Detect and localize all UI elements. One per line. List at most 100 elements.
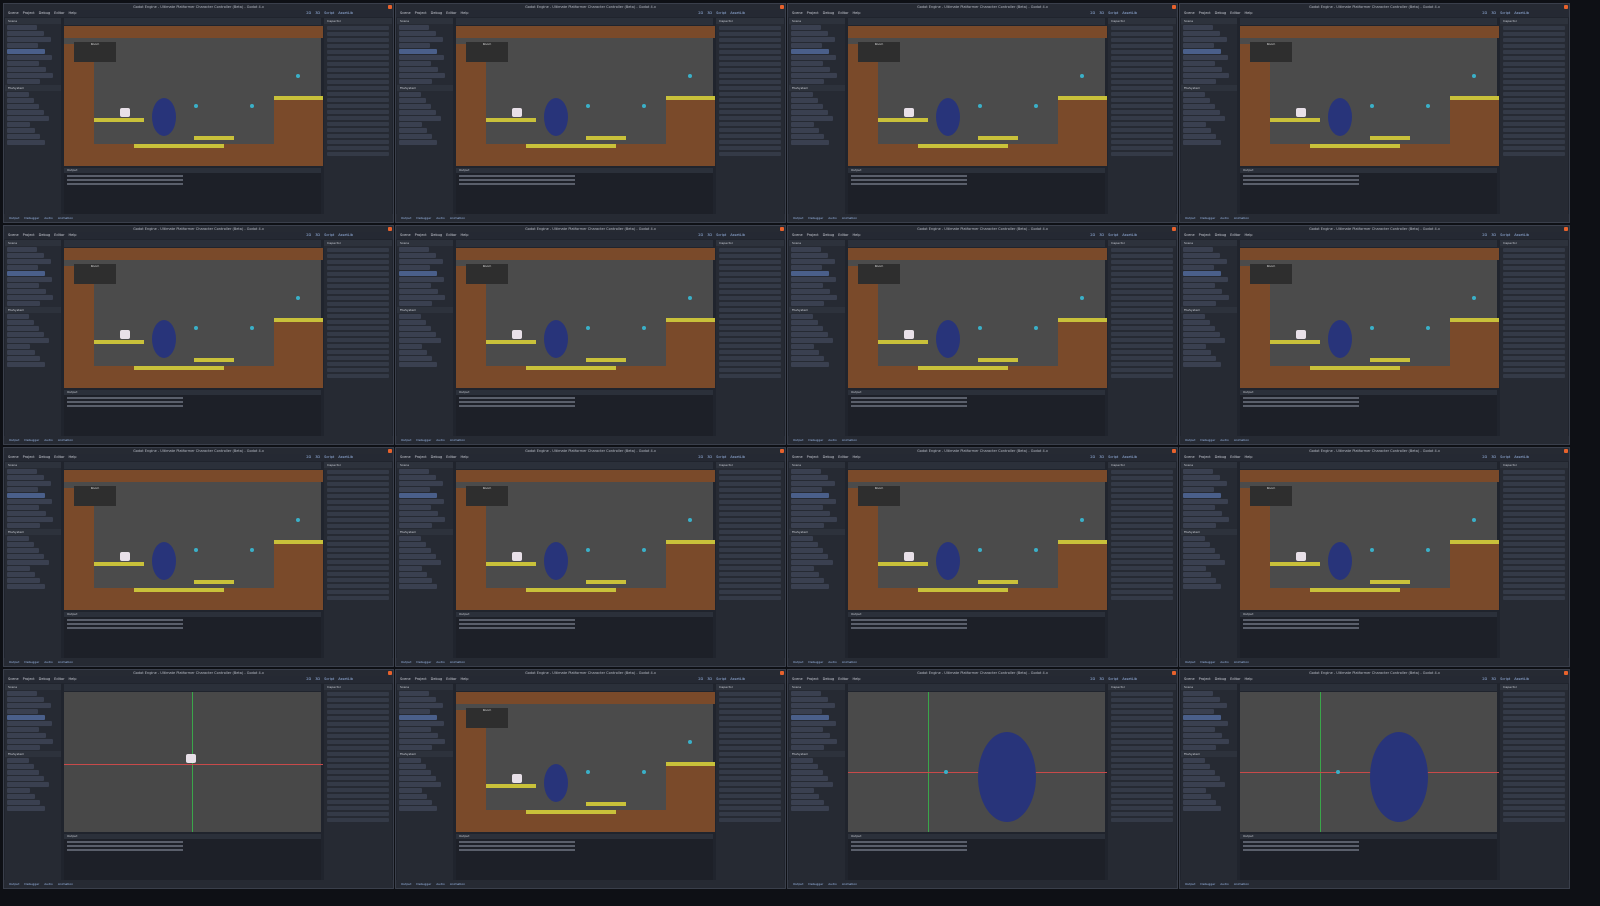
file-item[interactable] [791,320,818,325]
file-item[interactable] [1183,566,1206,571]
tab-output[interactable]: Output [1185,438,1196,442]
inspector-property[interactable] [1503,710,1565,714]
file-item[interactable] [399,98,426,103]
scene-tree-item[interactable] [399,481,443,486]
scene-tree-item[interactable] [399,61,431,66]
inspector-property[interactable] [327,548,389,552]
workspace-assetlib[interactable]: AssetLib [338,233,353,237]
inspector-property[interactable] [1503,716,1565,720]
scene-tree-item[interactable] [399,691,429,696]
inspector-property[interactable] [327,254,389,258]
tab-output[interactable]: Output [401,660,412,664]
file-item[interactable] [791,332,828,337]
inspector-property[interactable] [1503,104,1565,108]
workspace-2d[interactable]: 2D [1482,677,1488,681]
tab-animation[interactable]: Animation [1233,216,1250,220]
inspector-property[interactable] [1503,554,1565,558]
scene-tree-item[interactable] [791,481,835,486]
menu-project[interactable]: Project [414,677,427,681]
scene-tree-item[interactable] [399,469,429,474]
menu-debug[interactable]: Debug [38,455,51,459]
inspector-property[interactable] [719,488,781,492]
tab-animation[interactable]: Animation [1233,438,1250,442]
scene-tree-item[interactable] [7,247,37,252]
inspector-property[interactable] [719,812,781,816]
scene-tree-item[interactable] [1183,733,1222,738]
file-item[interactable] [791,548,823,553]
inspector-property[interactable] [719,272,781,276]
inspector-property[interactable] [1111,506,1173,510]
workspace-2d[interactable]: 2D [1090,677,1096,681]
workspace-3d[interactable]: 3D [1491,455,1497,459]
scene-tree-item[interactable] [399,475,436,480]
scene-tree-item[interactable] [399,253,436,258]
inspector-property[interactable] [327,104,389,108]
tab-audio[interactable]: Audio [828,438,837,442]
inspector-property[interactable] [1111,734,1173,738]
tab-output[interactable]: Output [793,882,804,886]
workspace-script[interactable]: Script [1108,455,1119,459]
menu-debug[interactable]: Debug [822,233,835,237]
menu-scene[interactable]: Scene [1184,11,1195,15]
tab-debugger[interactable]: Debugger [416,216,432,220]
inspector-property[interactable] [1111,716,1173,720]
file-item[interactable] [7,116,49,121]
scene-tree-item[interactable] [791,475,828,480]
inspector-property[interactable] [327,320,389,324]
inspector-property[interactable] [1503,494,1565,498]
file-item[interactable] [1183,554,1220,559]
inspector-property[interactable] [327,470,389,474]
file-item[interactable] [791,806,829,811]
file-item[interactable] [791,560,833,565]
scene-tree-item[interactable] [399,55,444,60]
inspector-property[interactable] [719,560,781,564]
file-item[interactable] [791,554,828,559]
inspector-property[interactable] [1111,782,1173,786]
scene-tree-item[interactable] [791,691,821,696]
tab-output[interactable]: Output [9,660,20,664]
inspector-property[interactable] [1503,806,1565,810]
inspector-property[interactable] [719,800,781,804]
file-item[interactable] [7,770,39,775]
scene-tree-item[interactable] [1183,487,1214,492]
file-item[interactable] [399,122,422,127]
file-item[interactable] [399,104,431,109]
tab-animation[interactable]: Animation [1233,882,1250,886]
menu-scene[interactable]: Scene [8,233,19,237]
workspace-script[interactable]: Script [716,677,727,681]
inspector-property[interactable] [1111,524,1173,528]
file-item[interactable] [399,116,441,121]
inspector-property[interactable] [1111,254,1173,258]
scene-tree-item[interactable] [7,511,46,516]
file-item[interactable] [791,344,814,349]
file-item[interactable] [7,140,45,145]
workspace-3d[interactable]: 3D [707,233,713,237]
scene-tree-item[interactable] [1183,289,1222,294]
inspector-property[interactable] [1111,326,1173,330]
inspector-property[interactable] [327,266,389,270]
inspector-property[interactable] [1111,818,1173,822]
scene-tree-item[interactable] [791,511,830,516]
scene-tree-item[interactable] [791,499,836,504]
workspace-3d[interactable]: 3D [1491,677,1497,681]
menu-editor[interactable]: Editor [1230,455,1241,459]
file-item[interactable] [1183,800,1216,805]
workspace-3d[interactable]: 3D [1491,233,1497,237]
file-item[interactable] [791,356,824,361]
inspector-property[interactable] [327,68,389,72]
menu-project[interactable]: Project [22,677,35,681]
menu-project[interactable]: Project [22,11,35,15]
workspace-assetlib[interactable]: AssetLib [730,233,745,237]
inspector-property[interactable] [1111,308,1173,312]
menu-project[interactable]: Project [22,233,35,237]
inspector-property[interactable] [1503,314,1565,318]
menu-debug[interactable]: Debug [430,677,443,681]
scene-tree-item[interactable] [1183,43,1214,48]
inspector-property[interactable] [1503,584,1565,588]
inspector-property[interactable] [327,476,389,480]
file-item[interactable] [791,92,813,97]
workspace-3d[interactable]: 3D [315,233,321,237]
inspector-property[interactable] [327,296,389,300]
inspector-property[interactable] [719,122,781,126]
file-item[interactable] [399,572,427,577]
